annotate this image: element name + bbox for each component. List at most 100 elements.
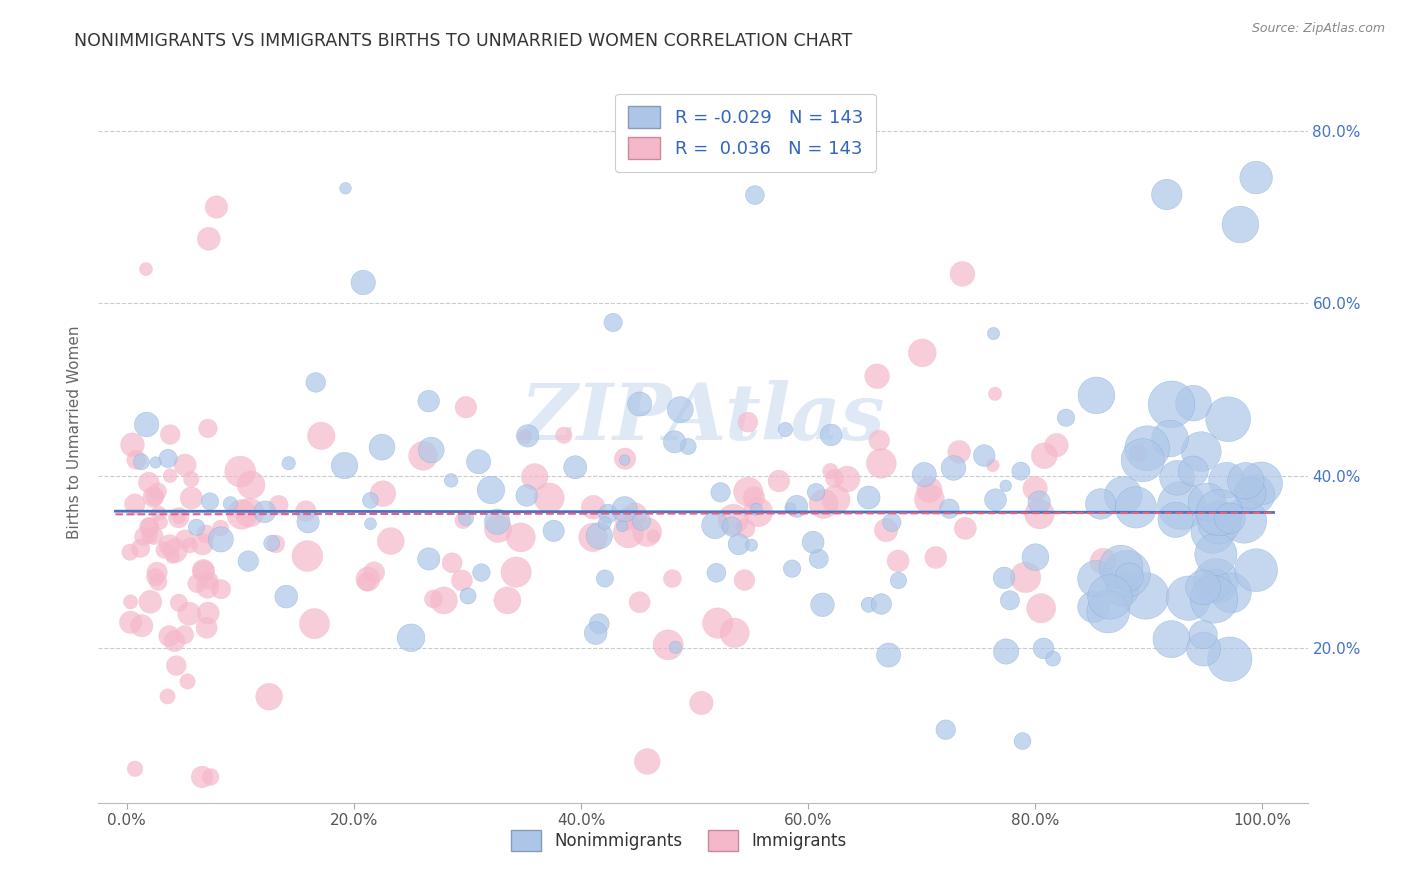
Point (139, 595, 162, 609)
Point (186, 520, 208, 534)
Point (596, 507, 619, 521)
Point (1202, 524, 1225, 539)
Point (1115, 566, 1137, 581)
Point (1028, 507, 1050, 521)
Point (593, 572, 616, 586)
Point (121, 438, 143, 452)
Point (823, 471, 845, 485)
Point (132, 530, 155, 544)
Point (120, 545, 142, 559)
Point (998, 593, 1021, 607)
Point (1125, 500, 1147, 515)
Point (721, 519, 744, 533)
Point (858, 598, 880, 612)
Point (305, 376, 328, 390)
Point (162, 549, 184, 564)
Point (356, 574, 378, 589)
Point (157, 629, 180, 643)
Point (1244, 487, 1267, 501)
Point (737, 484, 759, 499)
Point (1244, 563, 1267, 577)
Point (209, 533, 232, 547)
Point (197, 606, 219, 620)
Point (887, 554, 910, 568)
Point (165, 658, 187, 673)
Point (174, 458, 197, 472)
Point (198, 494, 221, 508)
Point (143, 490, 166, 504)
Point (747, 505, 769, 519)
Point (1109, 560, 1132, 574)
Point (880, 516, 903, 530)
Point (1233, 514, 1256, 528)
Point (267, 498, 290, 512)
Point (1219, 652, 1241, 666)
Point (486, 515, 509, 529)
Point (1192, 628, 1215, 642)
Point (582, 530, 605, 544)
Point (538, 491, 561, 505)
Point (955, 521, 977, 535)
Point (1234, 474, 1257, 488)
Point (197, 421, 219, 435)
Point (1126, 446, 1149, 460)
Point (704, 518, 727, 533)
Point (706, 566, 728, 580)
Point (148, 506, 170, 520)
Point (811, 598, 834, 612)
Point (194, 526, 217, 541)
Point (733, 573, 755, 587)
Point (1136, 442, 1159, 456)
Point (146, 484, 169, 499)
Point (193, 565, 215, 579)
Point (1166, 471, 1188, 485)
Point (624, 508, 647, 522)
Point (630, 514, 652, 528)
Point (1097, 605, 1119, 619)
Point (775, 423, 797, 437)
Point (165, 543, 187, 558)
Point (496, 593, 519, 607)
Point (613, 453, 636, 467)
Point (209, 582, 232, 597)
Point (163, 634, 186, 648)
Point (420, 443, 443, 458)
Point (779, 501, 801, 516)
Point (180, 491, 202, 505)
Point (616, 512, 638, 526)
Point (264, 537, 287, 551)
Point (938, 501, 960, 516)
Point (479, 483, 502, 497)
Point (240, 478, 263, 492)
Point (1215, 473, 1237, 487)
Point (1090, 497, 1112, 511)
Point (142, 490, 165, 504)
Point (253, 505, 276, 519)
Point (167, 510, 190, 524)
Point (1250, 476, 1272, 491)
Point (357, 572, 380, 586)
Point (786, 500, 808, 514)
Point (173, 628, 195, 642)
Point (1112, 488, 1135, 502)
Point (737, 415, 759, 429)
Point (588, 616, 610, 631)
Point (486, 522, 509, 536)
Point (984, 386, 1007, 401)
Point (1239, 486, 1261, 500)
Point (454, 401, 477, 415)
Point (912, 467, 935, 482)
Point (1156, 187, 1178, 202)
Point (813, 497, 835, 511)
Point (1160, 632, 1182, 647)
Point (276, 590, 298, 604)
Point (153, 543, 176, 558)
Point (1054, 410, 1077, 425)
Point (457, 589, 479, 603)
Point (174, 533, 197, 547)
Point (200, 770, 222, 784)
Point (676, 440, 699, 454)
Point (1092, 554, 1115, 568)
Point (1192, 642, 1215, 657)
Point (142, 528, 165, 542)
